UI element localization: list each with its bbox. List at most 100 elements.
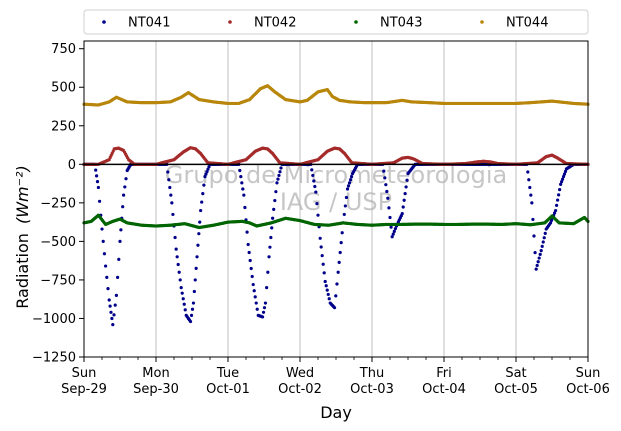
data-point	[314, 190, 318, 194]
y-tick-label: 750	[51, 42, 76, 57]
data-point-fill	[404, 185, 408, 189]
data-point	[199, 208, 203, 213]
y-axis-title-text: Radiation	[13, 233, 32, 309]
data-point	[111, 323, 115, 327]
data-point-fill	[112, 313, 116, 317]
data-point-fill	[392, 229, 396, 233]
data-point-fill	[348, 178, 353, 182]
data-point-fill	[94, 168, 98, 172]
x-tick-label-day: Sun	[72, 366, 97, 381]
x-tick-label-date: Oct-03	[350, 382, 394, 397]
data-point-fill	[310, 168, 314, 172]
data-point-fill	[391, 232, 395, 236]
data-point-fill	[274, 190, 278, 194]
data-point-fill	[204, 172, 208, 176]
legend-marker	[354, 20, 358, 24]
data-point	[271, 216, 275, 220]
data-point-fill	[335, 282, 339, 286]
data-point-fill	[552, 211, 557, 215]
data-point-fill	[387, 206, 391, 210]
data-point	[174, 247, 178, 251]
data-point	[554, 208, 558, 213]
data-point-fill	[558, 187, 562, 192]
data-point	[559, 182, 563, 186]
y-axis: −1250 −1000 −750 −500 −250 0 250 500 750	[32, 42, 84, 366]
data-point-fill	[385, 189, 389, 194]
data-point-fill	[531, 217, 535, 222]
data-point-fill	[555, 203, 559, 207]
data-point-fill	[198, 220, 202, 224]
data-point-fill	[108, 304, 112, 308]
data-point-fill	[166, 170, 170, 174]
data-point	[539, 249, 543, 253]
data-point-fill	[322, 271, 326, 275]
data-point	[122, 193, 126, 197]
x-axis: SunSep-29MonSep-30TueOct-01WedOct-02ThuO…	[61, 357, 610, 397]
grid-layer	[155, 41, 517, 357]
data-point-fill	[180, 291, 184, 295]
data-point-fill	[279, 166, 283, 170]
data-point-fill	[384, 183, 388, 187]
y-axis-title: Radiation (Wm⁻²)	[13, 165, 32, 308]
data-point-fill	[526, 170, 530, 174]
data-point	[323, 279, 327, 284]
data-point-fill	[248, 258, 252, 263]
x-tick-label-day: Wed	[286, 366, 314, 381]
data-point-fill	[121, 205, 125, 209]
data-point-fill	[255, 307, 259, 311]
data-point-fill	[393, 227, 397, 231]
data-point-fill	[549, 218, 554, 223]
data-point-fill	[342, 212, 346, 217]
data-point-fill	[276, 177, 280, 181]
data-point	[386, 196, 390, 200]
data-point	[251, 282, 255, 287]
data-point	[260, 315, 265, 319]
data-point-fill	[540, 244, 544, 248]
data-point-fill	[316, 213, 320, 217]
x-tick-label-date: Oct-06	[566, 382, 610, 397]
data-point-fill	[193, 278, 197, 282]
data-point-fill	[277, 173, 281, 178]
data-point-fill	[344, 195, 349, 200]
x-tick-label-date: Oct-04	[422, 382, 466, 397]
data-point-fill	[533, 250, 537, 255]
watermark-line2: IAG / USP	[280, 188, 392, 216]
x-tick-label-date: Oct-05	[494, 382, 538, 397]
watermark: Grupo de Micrometeorologia IAG / USP	[165, 161, 507, 216]
data-point-fill	[270, 226, 274, 230]
data-point-fill	[95, 174, 99, 178]
data-point-fill	[326, 292, 330, 297]
data-point-fill	[95, 180, 100, 184]
legend-marker	[102, 20, 106, 24]
data-point	[195, 255, 199, 259]
y-tick-label: −1000	[32, 312, 76, 327]
data-point-fill	[562, 172, 567, 176]
data-point-fill	[239, 175, 243, 179]
x-tick-label-date: Oct-01	[206, 382, 250, 397]
data-point-fill	[532, 234, 536, 238]
data-point-fill	[403, 192, 407, 196]
data-point-fill	[249, 266, 253, 271]
data-point	[390, 235, 394, 239]
data-point-fill	[205, 170, 209, 174]
data-point	[534, 267, 538, 271]
data-point-fill	[171, 212, 175, 217]
data-point-fill	[313, 184, 317, 189]
y-tick-label: −1250	[32, 351, 76, 366]
x-tick-label-date: Sep-30	[133, 382, 179, 397]
data-point-fill	[339, 241, 343, 245]
data-point-fill	[254, 301, 258, 305]
data-point-fill	[240, 181, 244, 185]
legend: NT041 NT042 NT043 NT044	[83, 9, 589, 35]
y-tick-label: 500	[51, 81, 76, 96]
series-layer	[82, 84, 590, 327]
data-point-fill	[543, 231, 547, 235]
data-point	[114, 293, 118, 297]
legend-box	[83, 9, 589, 35]
x-tick-label-day: Tue	[216, 366, 239, 381]
data-point-fill	[200, 200, 204, 204]
data-point-fill	[197, 232, 201, 236]
data-point-fill	[183, 308, 187, 312]
data-point	[118, 239, 122, 243]
